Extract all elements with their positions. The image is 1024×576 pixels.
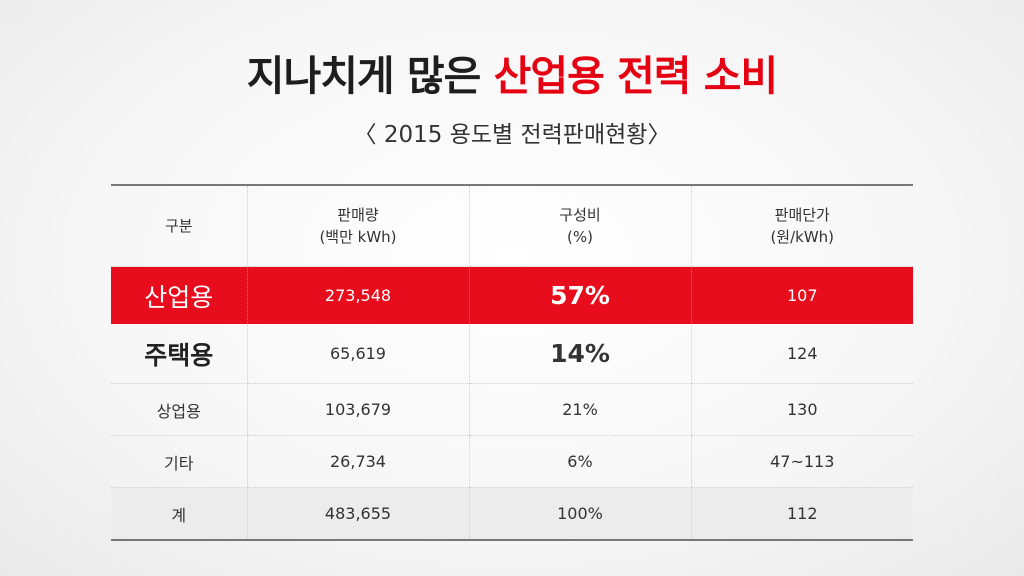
cell-category: 계	[111, 487, 247, 541]
table-row-commercial: 상업용 103,679 21% 130	[111, 383, 913, 436]
title-accent: 산업용 전력 소비	[493, 52, 779, 100]
page-subtitle: 〈 2015 용도별 전력판매현황〉	[353, 122, 671, 148]
table-row-total: 계 483,655 100% 112	[111, 487, 913, 541]
cell-share: 6%	[468, 435, 691, 488]
header-share: 구성비 (%)	[468, 185, 691, 267]
cell-volume: 273,548	[246, 266, 469, 324]
cell-price: 130	[690, 383, 913, 436]
cell-volume: 483,655	[246, 487, 469, 541]
header-unit: (원/kWh)	[770, 228, 835, 246]
table-row-other: 기타 26,734 6% 47~113	[111, 435, 913, 488]
header-label: 판매량	[337, 206, 379, 224]
cell-volume: 26,734	[246, 435, 469, 488]
title-main: 지나치게 많은	[246, 52, 494, 100]
header-unit: (백만 kWh)	[319, 228, 397, 246]
cell-category: 상업용	[111, 383, 247, 436]
cell-price: 107	[690, 266, 913, 324]
table-row-industrial: 산업용 273,548 57% 107	[111, 266, 913, 324]
sales-table: 구분 판매량 (백만 kWh) 구성비 (%) 판매단가 (원/kWh) 산업용…	[111, 184, 913, 541]
cell-price: 47~113	[690, 435, 913, 488]
cell-share: 57%	[468, 266, 691, 324]
header-price: 판매단가 (원/kWh)	[690, 185, 913, 267]
cell-volume: 65,619	[246, 324, 469, 384]
header-unit: (%)	[567, 228, 593, 246]
table-body: 산업용 273,548 57% 107 주택용 65,619 14% 124 상…	[111, 266, 913, 541]
table-header: 구분 판매량 (백만 kWh) 구성비 (%) 판매단가 (원/kWh)	[111, 185, 913, 267]
header-label: 구분	[164, 217, 193, 235]
header-row: 구분 판매량 (백만 kWh) 구성비 (%) 판매단가 (원/kWh)	[111, 185, 913, 267]
cell-volume: 103,679	[246, 383, 469, 436]
table-row-residential: 주택용 65,619 14% 124	[111, 324, 913, 384]
cell-price: 112	[690, 487, 913, 541]
cell-share: 100%	[468, 487, 691, 541]
header-label: 구성비	[559, 206, 601, 224]
cell-price: 124	[690, 324, 913, 384]
cell-share: 14%	[468, 324, 691, 384]
page-title: 지나치게 많은 산업용 전력 소비	[0, 48, 1024, 104]
cell-category: 산업용	[144, 282, 214, 312]
header-volume: 판매량 (백만 kWh)	[246, 185, 469, 267]
header-label: 판매단가	[774, 206, 830, 224]
cell-category: 주택용	[111, 324, 247, 384]
header-category: 구분	[111, 185, 247, 267]
cell-category: 기타	[111, 435, 247, 488]
cell-share: 21%	[468, 383, 691, 436]
